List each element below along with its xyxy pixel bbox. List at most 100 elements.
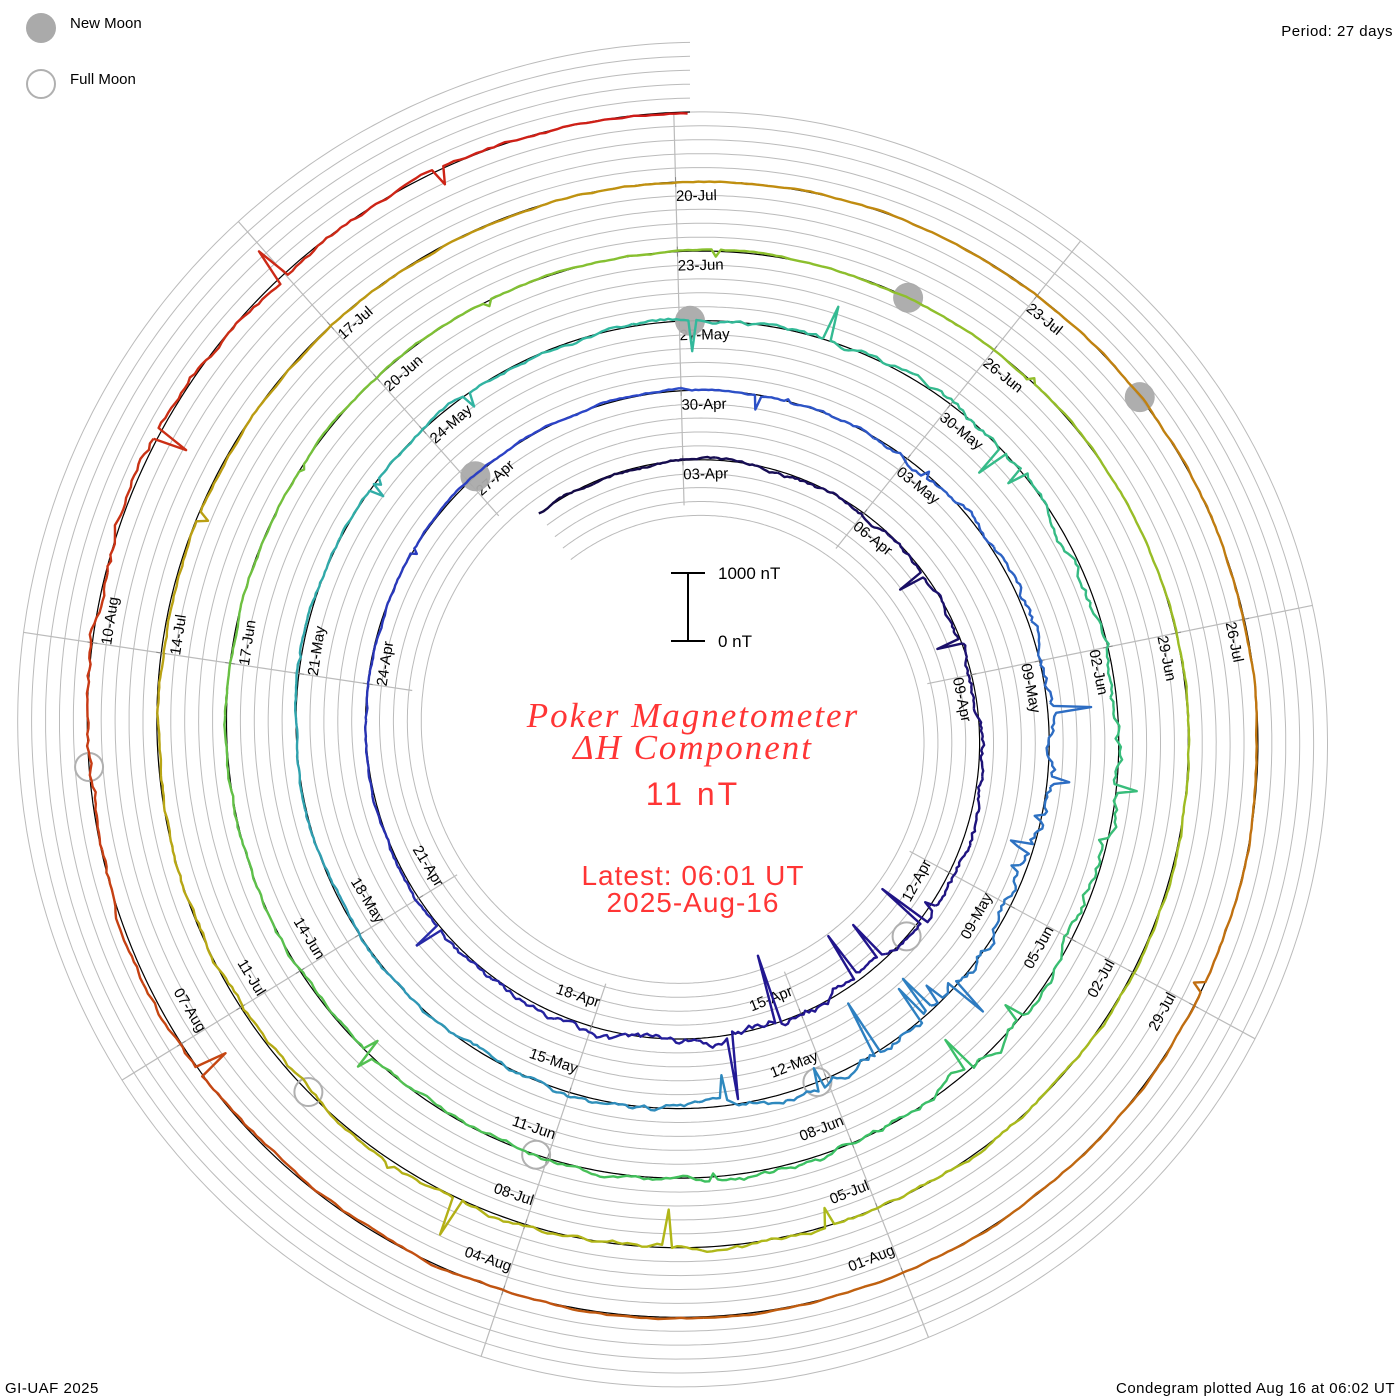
trace-segment (697, 1023, 768, 1101)
date-tick (824, 1073, 829, 1084)
trace-segment (458, 351, 543, 408)
trace-segment (271, 923, 333, 1014)
trace-segment (698, 1074, 788, 1107)
chart-title-line2: ΔH Component (571, 728, 813, 767)
trace-segment (141, 982, 227, 1099)
trace-segment (1045, 701, 1093, 788)
date-label: 21-May (305, 624, 329, 676)
date-label: 29-Jun (1153, 634, 1179, 682)
date-tick (87, 641, 98, 644)
trace-segment (961, 1164, 1073, 1246)
trace-segment (319, 1192, 438, 1269)
trace-segment (538, 483, 594, 515)
date-label: 20-Jul (676, 187, 717, 205)
trace-segment (741, 182, 868, 209)
trace-segment (881, 887, 936, 956)
trace-segment (383, 969, 451, 1034)
trace-segment (873, 437, 939, 488)
date-label: 18-May (347, 875, 388, 927)
trace-segment (419, 286, 517, 343)
date-tick (589, 1021, 594, 1032)
trace-segment (466, 1203, 583, 1239)
trace-segment (867, 205, 986, 262)
date-label: 08-Jul (492, 1180, 536, 1209)
radial-spoke (927, 604, 1313, 685)
trace-segment (399, 507, 443, 575)
date-label: 21-Apr (409, 843, 447, 890)
trace-segment (703, 1293, 838, 1319)
trace-segment (223, 608, 242, 716)
trace-segment (553, 1016, 627, 1040)
trace-segment (449, 1031, 527, 1079)
date-label: 07-Aug (170, 985, 210, 1035)
date-label: 17-Jun (236, 619, 260, 667)
trace-segment (497, 1137, 597, 1176)
trace-segment (934, 844, 972, 907)
trace-segment (337, 461, 392, 541)
trace-segment (218, 369, 290, 476)
trace-segment (371, 795, 399, 867)
date-label: 05-Jul (827, 1177, 871, 1208)
trace-segment (337, 892, 386, 972)
date-label: 09-May (957, 890, 996, 943)
date-tick (236, 1004, 246, 1011)
date-tick (523, 1219, 528, 1230)
date-label: 24-May (427, 401, 476, 447)
trace-segment (541, 322, 634, 355)
trace-segment (236, 822, 274, 925)
date-tick (1034, 659, 1045, 663)
trace-segment (1158, 945, 1222, 1066)
trace-segment (526, 1075, 612, 1106)
trace-segment (287, 284, 382, 372)
trace-segment (294, 626, 307, 719)
date-label: 24-Apr (374, 640, 397, 687)
trace-segment (992, 546, 1034, 622)
trace-segment (728, 320, 824, 340)
trace-segment (937, 485, 995, 548)
trace-segment (844, 272, 949, 321)
trace-segment (984, 259, 1089, 340)
radial-spoke (783, 971, 930, 1338)
date-label: 05-Jun (1021, 923, 1058, 971)
trace-segment (925, 945, 993, 1013)
trace-segment (208, 952, 280, 1054)
magnetometer-trace (85, 112, 1258, 1321)
trace-segment (515, 255, 624, 289)
trace-segment (294, 718, 307, 810)
trace-segment (581, 1208, 703, 1252)
date-tick (1066, 936, 1077, 942)
date-tick (1128, 969, 1138, 976)
trace-segment (220, 1097, 322, 1195)
trace-segment (1037, 386, 1112, 477)
trace-segment (592, 464, 654, 486)
trace-segment (1102, 920, 1159, 1026)
scale-bar (671, 572, 705, 642)
trace-segment (156, 590, 177, 714)
date-label: 26-Jun (980, 355, 1026, 397)
radial-spoke (909, 850, 1256, 1040)
trace-segment (721, 389, 801, 411)
date-label: 09-May (1017, 662, 1044, 715)
grid-line (406, 490, 939, 998)
trace-segment (613, 180, 742, 190)
trace-segment (715, 456, 778, 474)
trace-segment (566, 393, 643, 420)
trace-segment (1109, 475, 1162, 580)
trace-segment (895, 1038, 980, 1121)
grid-line (31, 55, 1315, 1374)
trace-segment (380, 222, 493, 287)
trace-segment (972, 708, 986, 777)
radial-spoke (23, 631, 413, 692)
trace-segment (364, 645, 377, 721)
date-label: 10-Aug (98, 596, 122, 646)
grid-line (45, 69, 1301, 1360)
trace-segment (1169, 438, 1228, 559)
trace-segment (847, 977, 932, 1061)
trace-segment (101, 849, 144, 984)
trace-segment (340, 156, 467, 229)
trace-segment (337, 340, 421, 417)
trace-segment (962, 642, 976, 709)
trace-segment (1030, 620, 1054, 704)
latest-date: 2025-Aug-16 (607, 887, 780, 918)
